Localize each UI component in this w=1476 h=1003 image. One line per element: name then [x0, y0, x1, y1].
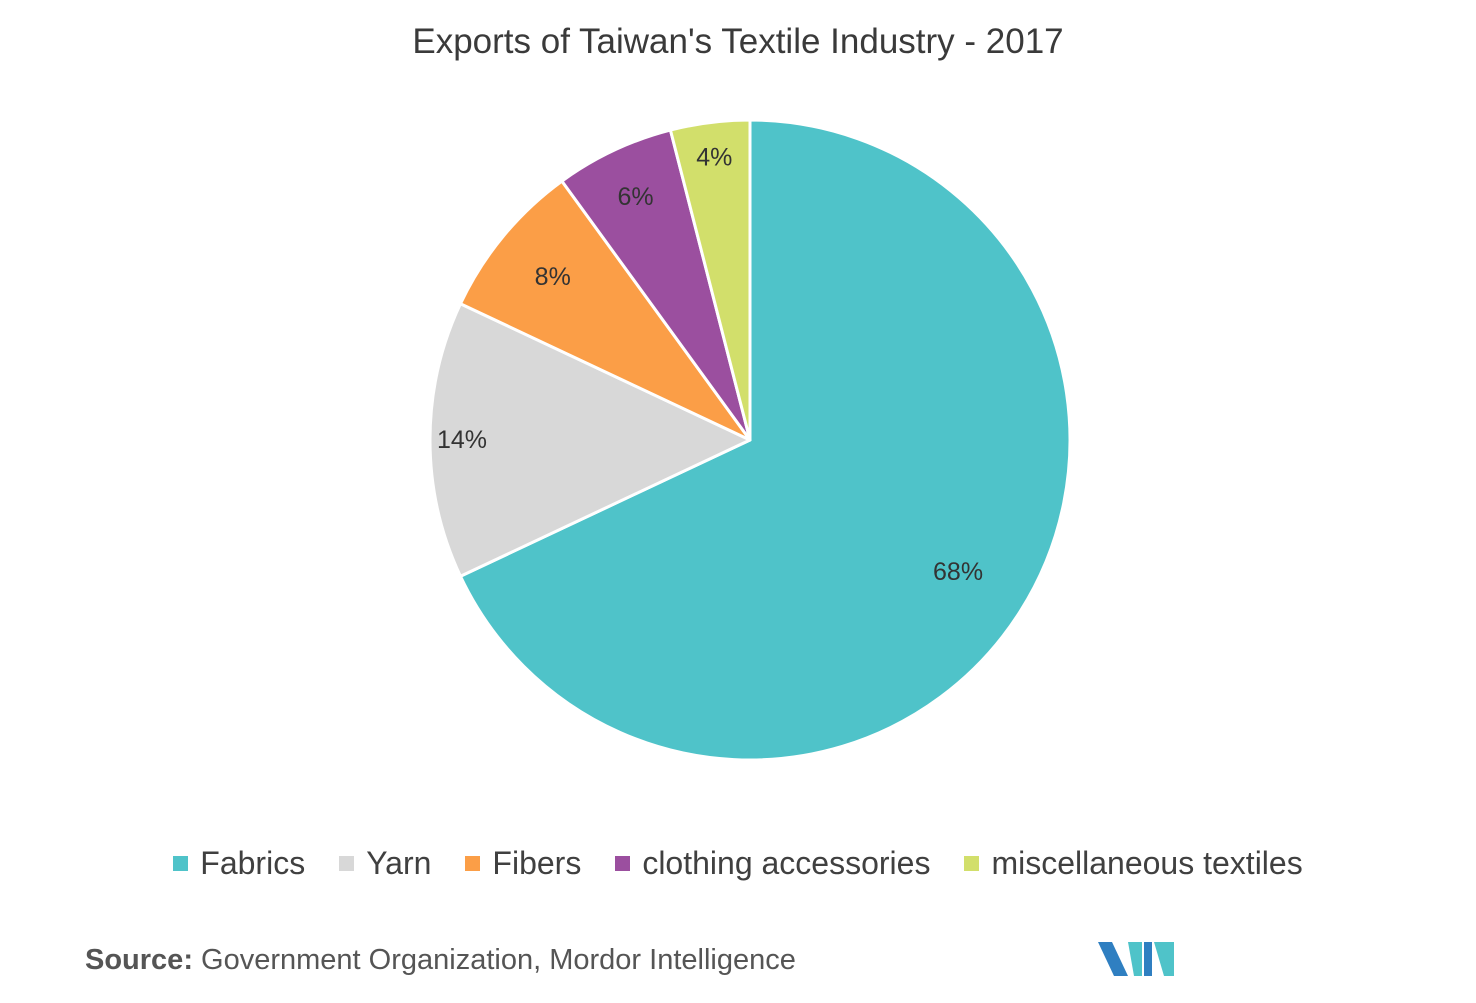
- logo-center-right-shape: [1144, 942, 1152, 976]
- legend-label-fibers: Fibers: [492, 844, 582, 881]
- legend-label-yarn: Yarn: [366, 844, 432, 881]
- logo-right-shape: [1154, 942, 1174, 976]
- legend-swatch-yarn: [339, 855, 355, 871]
- logo-center-shape: [1128, 942, 1142, 976]
- data-label-fabrics: 68%: [933, 558, 983, 586]
- pie-slice-clothing-accessories: [560, 128, 752, 442]
- data-label-yarn: 14%: [437, 426, 487, 454]
- mordor-intelligence-logo-icon: [1098, 942, 1174, 976]
- legend-item-clothing-accessories: clothing accessories: [615, 845, 930, 882]
- legend-label-fabrics: Fabrics: [200, 844, 306, 881]
- pie-slice-miscellaneous-textiles: [668, 118, 752, 442]
- pie-slice-fibers: [458, 179, 752, 442]
- source-note: Source: Government Organization, Mordor …: [85, 944, 796, 977]
- source-text: Government Organization, Mordor Intellig…: [201, 944, 796, 976]
- legend-item-fabrics: Fabrics: [173, 845, 305, 882]
- legend-label-miscellaneous-textiles: miscellaneous textiles: [991, 844, 1303, 881]
- legend-label-clothing-accessories: clothing accessories: [642, 844, 931, 881]
- pie-slice-fabrics: [458, 118, 1072, 762]
- pie-slice-yarn: [428, 302, 752, 578]
- legend-swatch-fabrics: [173, 855, 189, 871]
- source-label: Source:: [85, 944, 193, 976]
- legend-item-yarn: Yarn: [339, 845, 431, 882]
- legend-item-fibers: Fibers: [465, 845, 581, 882]
- logo-left-shape: [1098, 942, 1128, 976]
- data-label-miscellaneous-textiles: 4%: [696, 143, 732, 171]
- chart-title: Exports of Taiwan's Textile Industry - 2…: [412, 22, 1064, 61]
- data-label-clothing-accessories: 6%: [617, 183, 653, 211]
- legend-swatch-clothing-accessories: [615, 855, 631, 871]
- legend-item-miscellaneous-textiles: miscellaneous textiles: [964, 844, 1303, 882]
- legend-swatch-fibers: [465, 855, 481, 871]
- pie-chart: 68% 14% 8% 6% 4%: [428, 118, 1072, 762]
- legend-swatch-miscellaneous-textiles: [964, 855, 980, 871]
- chart-legend: Fabrics Yarn Fibers clothing accessories…: [0, 838, 1476, 888]
- data-label-fibers: 8%: [535, 263, 571, 291]
